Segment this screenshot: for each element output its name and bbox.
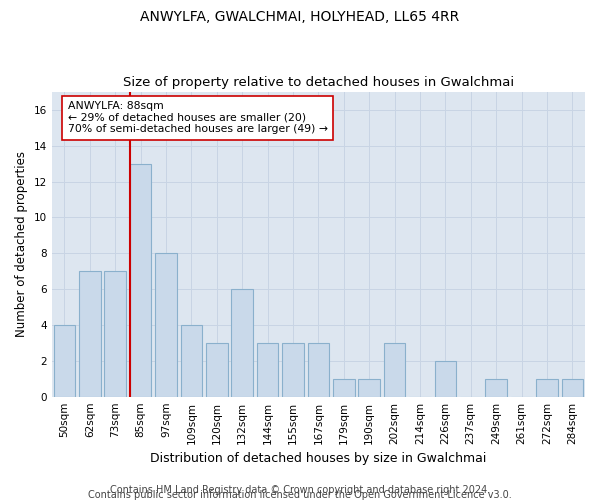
X-axis label: Distribution of detached houses by size in Gwalchmai: Distribution of detached houses by size … — [150, 452, 487, 465]
Text: ANWYLFA, GWALCHMAI, HOLYHEAD, LL65 4RR: ANWYLFA, GWALCHMAI, HOLYHEAD, LL65 4RR — [140, 10, 460, 24]
Bar — [79, 271, 101, 396]
Bar — [434, 361, 456, 396]
Bar — [232, 289, 253, 397]
Bar — [53, 325, 75, 396]
Bar — [282, 343, 304, 396]
Bar — [130, 164, 151, 396]
Bar — [206, 343, 227, 396]
Bar — [104, 271, 126, 396]
Bar — [155, 254, 177, 396]
Text: Contains HM Land Registry data © Crown copyright and database right 2024.: Contains HM Land Registry data © Crown c… — [110, 485, 490, 495]
Bar — [384, 343, 406, 396]
Title: Size of property relative to detached houses in Gwalchmai: Size of property relative to detached ho… — [123, 76, 514, 90]
Y-axis label: Number of detached properties: Number of detached properties — [15, 152, 28, 338]
Bar — [358, 379, 380, 396]
Text: ANWYLFA: 88sqm
← 29% of detached houses are smaller (20)
70% of semi-detached ho: ANWYLFA: 88sqm ← 29% of detached houses … — [68, 101, 328, 134]
Bar — [181, 325, 202, 396]
Bar — [485, 379, 507, 396]
Bar — [536, 379, 557, 396]
Bar — [257, 343, 278, 396]
Text: Contains public sector information licensed under the Open Government Licence v3: Contains public sector information licen… — [88, 490, 512, 500]
Bar — [562, 379, 583, 396]
Bar — [308, 343, 329, 396]
Bar — [333, 379, 355, 396]
